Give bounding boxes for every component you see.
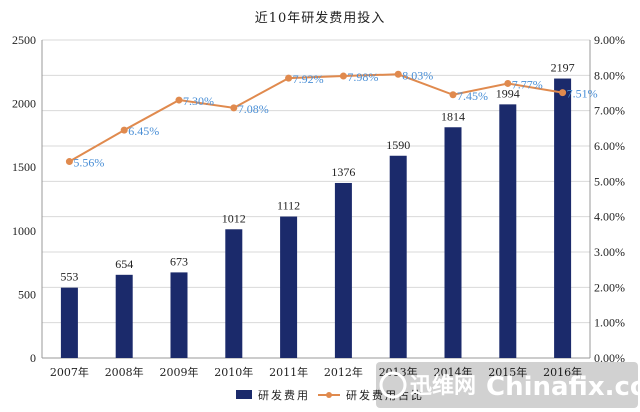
right-axis-tick-label: 0.00% (594, 351, 625, 365)
left-axis-tick-label: 1000 (12, 224, 36, 238)
right-axis-tick-label: 2.00% (594, 280, 625, 294)
watermark-logo-icon (379, 371, 407, 399)
line-value-label: 7.98% (347, 70, 378, 84)
left-axis-tick-label: 0 (30, 351, 36, 365)
bar-value-label: 654 (115, 257, 133, 271)
watermark-backdrop (376, 362, 638, 408)
bar-value-label: 1590 (386, 138, 410, 152)
line-point (394, 70, 402, 78)
gridlines (42, 39, 590, 359)
line-value-label: 7.92% (293, 72, 324, 86)
line-value-label: 6.45% (128, 124, 159, 138)
bar-value-label: 1994 (496, 86, 520, 100)
right-axis-tick-label: 3.00% (594, 245, 625, 259)
bar (225, 229, 243, 358)
line-point (504, 79, 512, 87)
bar (554, 78, 572, 359)
bar-value-label: 1376 (331, 165, 355, 179)
category-label: 2014年 (434, 365, 473, 379)
line-value-label: 5.56% (73, 156, 104, 170)
watermark-en-text: Chinafix.com (486, 372, 640, 402)
category-label: 2009年 (160, 365, 199, 379)
line-value-label: 7.45% (457, 89, 488, 103)
left-axis-tick-label: 500 (18, 287, 36, 301)
bar (499, 104, 517, 359)
bar (115, 274, 133, 358)
right-axis-tick-label: 5.00% (594, 174, 625, 188)
right-axis-tick-label: 7.00% (594, 104, 625, 118)
left-axis-tick-label: 1500 (12, 160, 36, 174)
watermark-cn-text: 迅维网 (410, 373, 476, 399)
bar-value-label: 1012 (222, 211, 246, 225)
line-point (120, 126, 128, 134)
left-axis-tick-label: 2500 (12, 33, 36, 47)
category-label: 2008年 (105, 365, 144, 379)
bar-value-label: 553 (60, 270, 78, 284)
legend-bar-label: 研发费用 (258, 388, 310, 402)
bar (60, 287, 78, 358)
bar (334, 182, 352, 358)
line-value-label: 7.51% (567, 87, 598, 101)
left-axis-tick-label: 2000 (12, 97, 36, 111)
right-axis: 0.00% 1.00% 2.00% 3.00% 4.00% 5.00% 6.00% 7.00%… (589, 33, 625, 365)
right-axis-tick-label: 8.00% (594, 68, 625, 82)
right-axis-tick-label: 1.00% (594, 316, 625, 330)
bar-value-labels: 553 654 673 1012 1112 1376 1590 1814 1994 2197 (60, 61, 574, 284)
bar-value-label: 1112 (277, 199, 300, 213)
watermark: 迅维网 Chinafix.com (376, 362, 640, 408)
line-value-label: 7.08% (238, 102, 269, 116)
bar-value-label: 673 (170, 254, 188, 268)
line-path (68, 73, 563, 163)
left-axis: 0 500 1000 1500 2000 2500 (12, 33, 590, 365)
bar (389, 155, 407, 358)
line-point (339, 72, 347, 80)
line-series (65, 70, 567, 166)
line-point (559, 89, 567, 97)
line-value-label: 7.30% (183, 94, 214, 108)
line-value-label: 7.77% (512, 77, 543, 91)
line-value-labels: 5.56% 6.45% 7.30% 7.08% 7.92% 7.98% 8.03% 7.45%… (73, 68, 597, 169)
right-axis-tick-label: 4.00% (594, 210, 625, 224)
bar (444, 127, 462, 358)
bar (280, 216, 298, 358)
line-point (175, 96, 183, 104)
right-axis-tick-label: 6.00% (594, 139, 625, 153)
right-axis-tick-label: 9.00% (594, 33, 625, 47)
category-label: 2011年 (269, 365, 308, 379)
category-label: 2007年 (50, 365, 89, 379)
category-label: 2010年 (214, 365, 253, 379)
line-value-label: 8.03% (402, 68, 433, 82)
bar-value-label: 2197 (551, 61, 575, 75)
bar-series (60, 78, 572, 359)
bar (170, 272, 188, 358)
bar-value-label: 1814 (441, 109, 465, 123)
category-label: 2016年 (543, 365, 582, 379)
line-point (449, 91, 457, 99)
category-label: 2015年 (488, 365, 527, 379)
legend-line-marker (326, 392, 332, 398)
legend-bar-swatch (236, 390, 252, 399)
line-point (285, 74, 293, 82)
category-axis: 2007年 2008年 2009年 2010年 2011年 2012年 2013年 2014年… (50, 365, 582, 379)
category-label: 2012年 (324, 365, 363, 379)
chart-title: 近10年研发费用投入 (255, 10, 386, 26)
line-point (230, 104, 238, 112)
line-point (65, 158, 73, 166)
